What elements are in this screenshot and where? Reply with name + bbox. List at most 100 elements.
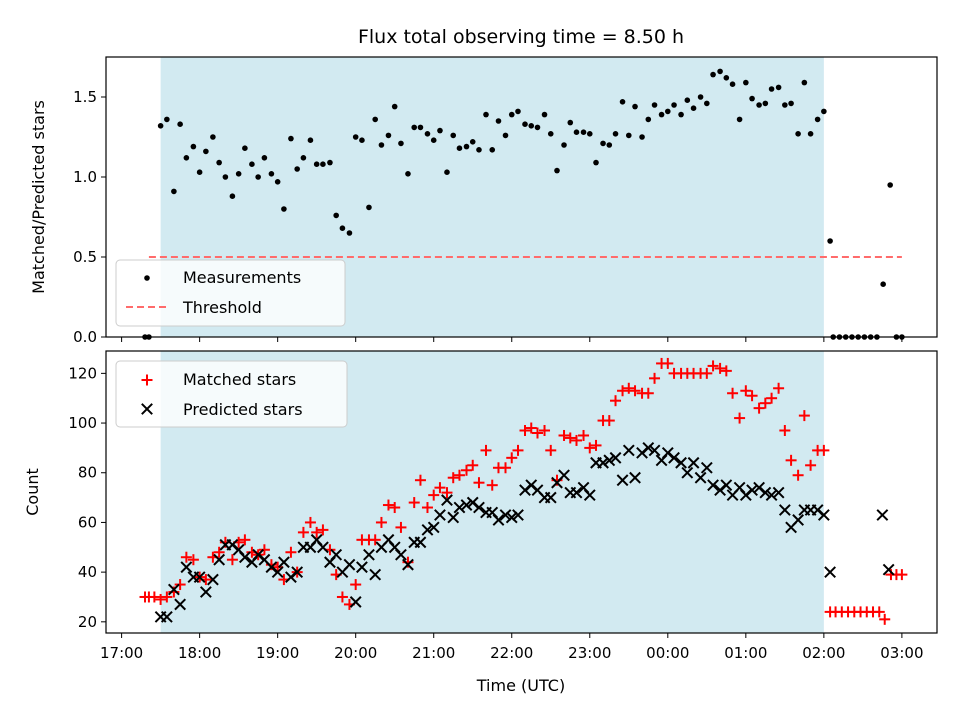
cross-stroke-b [199,586,212,598]
matched-star-point [414,474,426,486]
predicted-star-point [603,454,616,467]
cross-stroke-b [648,444,661,457]
measurement-point [704,100,710,107]
measurement-point [255,174,261,180]
measurement-point [880,281,886,288]
predicted-star-point [622,444,635,457]
bottom-y-tick-label: 60 [78,513,97,531]
measurement-point [424,131,431,137]
x-tick-label: 20:00 [334,644,377,662]
measurement-point [736,116,743,123]
measurement-point [600,140,606,147]
cross-stroke-b [427,521,440,534]
x-tick-label: 17:00 [100,644,143,662]
measurement-point [729,81,736,87]
matched-star-point [545,444,557,456]
predicted-star-point [778,504,791,516]
matched-star-point [297,526,309,538]
top-y-tick-label: 1.5 [73,88,97,106]
measurement-point [639,134,645,140]
predicted-star-point [453,501,466,514]
x-tick-label: 18:00 [178,644,221,662]
matched-star-point [174,579,186,591]
measurement-point [456,145,463,151]
cross-stroke-b [661,446,674,459]
measurement-point [327,159,333,166]
matched-star-point [285,546,297,558]
cross-stroke-b [811,504,824,516]
cross-stroke-b [772,486,785,499]
predicted-star-point [460,499,473,511]
cross-stroke-b [765,489,778,502]
cross-stroke-b [609,451,622,464]
matched-star-point [336,591,348,603]
cross-stroke-b [622,444,635,457]
cross-stroke-b [291,566,304,579]
predicted-star-point [421,523,434,536]
matched-star-point [564,432,576,444]
predicted-star-point [694,471,707,484]
measurement-point [210,134,216,140]
measurement-point [658,111,665,118]
matched-star-point [213,546,225,558]
predicted-star-point [824,566,837,579]
predicted-star-point [447,511,460,524]
matched-star-point [805,459,817,471]
predicted-star-point [213,553,226,566]
cross-stroke-b [577,481,590,494]
cross-stroke-b [668,451,680,464]
matched-star-point [603,415,615,427]
measurement-point [561,142,567,148]
cross-stroke-b [512,509,524,521]
cross-stroke-b [193,571,206,584]
predicted-star-point [238,551,251,564]
matched-star-point [792,469,804,481]
bottom-legend: Matched stars Predicted stars [115,360,348,428]
predicted-star-point [609,451,622,464]
matched-star-point [879,613,891,625]
measurement-point [612,131,619,137]
predicted-star-point [330,548,343,561]
cross-stroke-b [675,456,687,469]
measurement-point [411,124,418,131]
cross-stroke-b [317,541,329,554]
predicted-star-point [317,541,329,554]
cross-stroke-b [277,556,290,569]
predicted-star-point [160,610,173,623]
top-y-tick-label: 0.5 [73,248,97,266]
matched-star-point [746,390,758,402]
cross-stroke-b [525,479,538,492]
measurement-point [385,132,392,139]
matched-star-point [350,579,362,591]
measurement-point [684,97,691,103]
predicted-star-point [343,558,356,571]
predicted-star-point [363,548,375,561]
measurement-point [268,171,275,177]
cross-stroke-b [226,538,239,551]
cross-stroke-b [824,566,837,579]
measurement-point [405,171,411,177]
cross-stroke-b [687,456,700,469]
x-tick-label: 19:00 [256,644,299,662]
cross-stroke-b [414,536,427,549]
cross-stroke-b [746,484,758,497]
predicted-star-point [765,489,778,502]
measurement-point [261,155,268,161]
matched-star-point [662,357,674,369]
matched-star-point [779,425,791,437]
predicted-star-point [746,484,758,497]
matched-star-point [500,462,512,474]
matched-star-point [649,372,661,384]
matched-star-point [434,482,446,494]
measurement-point [164,116,170,123]
measurement-point [190,143,197,150]
measurement-point [762,100,769,107]
matched-star-point [447,472,459,484]
x-tick-label: 00:00 [646,644,689,662]
predicted-star-point [876,509,889,521]
cross-stroke-b [206,573,219,586]
matched-star-point [408,497,420,509]
x-tick-label: 01:00 [724,644,767,662]
measurement-point [775,84,782,91]
